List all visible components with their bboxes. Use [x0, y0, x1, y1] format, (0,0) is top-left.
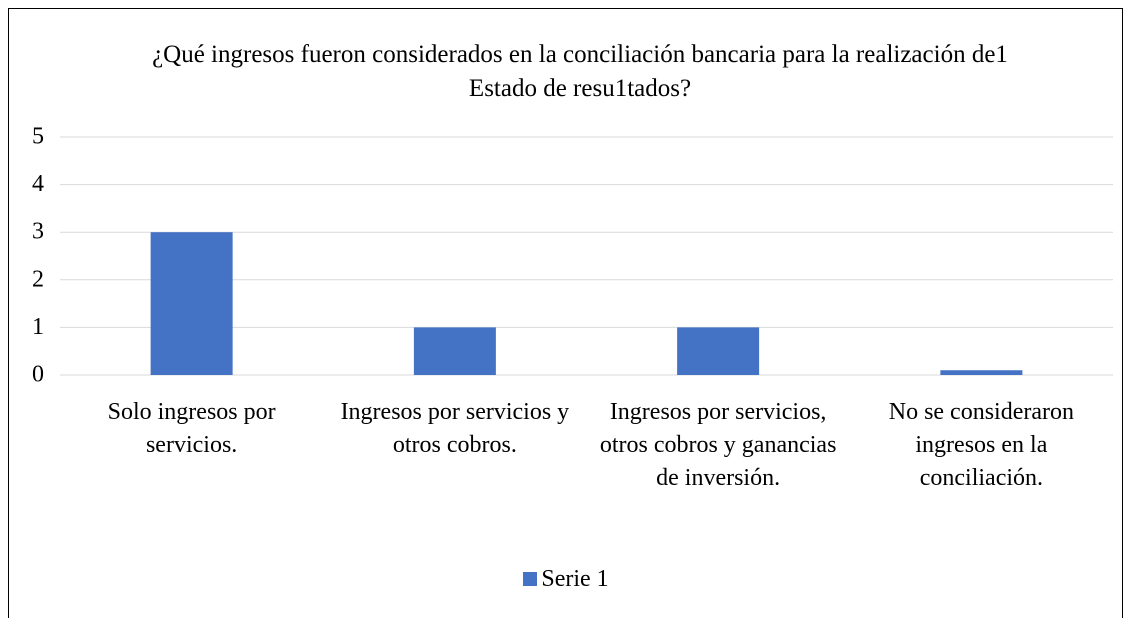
y-tick-label: 5 — [32, 124, 44, 150]
legend-swatch — [523, 572, 538, 586]
y-tick-label: 0 — [32, 362, 44, 388]
y-tick-label: 3 — [32, 219, 44, 245]
x-tick-label: Ingresos por servicios y otros cobros. — [340, 399, 570, 458]
bar — [413, 327, 496, 375]
y-tick-label: 1 — [32, 314, 44, 340]
chart-title: ¿Qué ingresos fueron considerados en la … — [152, 41, 1008, 102]
bar — [677, 327, 760, 375]
bar — [940, 370, 1023, 375]
x-tick-label: Solo ingresos por servicios. — [107, 399, 276, 458]
y-tick-label: 4 — [32, 171, 44, 197]
legend-label: Serie 1 — [541, 566, 609, 592]
y-tick-label: 2 — [32, 266, 44, 292]
x-tick-label: Ingresos por servicios, otros cobros y g… — [599, 399, 837, 491]
x-tick-label: No se consideraron ingresos en la concil… — [888, 399, 1075, 491]
bar — [150, 232, 233, 375]
chart-frame — [8, 8, 1123, 618]
legend: Serie 1 — [0, 564, 1132, 594]
